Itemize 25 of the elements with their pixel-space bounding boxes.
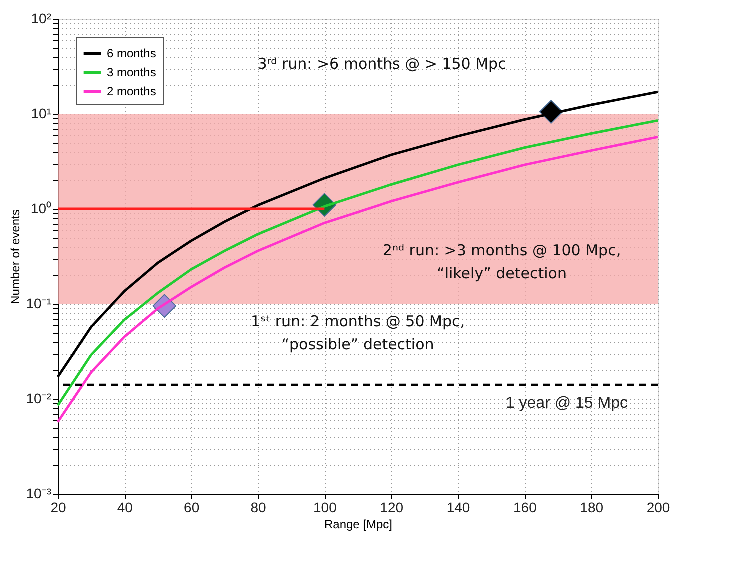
x-tick-label: 120 [380, 500, 404, 516]
x-tick-label: 40 [117, 500, 134, 516]
x-tick-label: 200 [646, 500, 670, 516]
x-tick-label: 100 [313, 500, 338, 516]
y-tick-label: 10⁰ [30, 200, 52, 216]
y-tick-label: 10⁻³ [26, 486, 52, 502]
y-tick-label: 10¹ [31, 106, 52, 122]
x-tick-label: 80 [250, 500, 266, 516]
x-tick-label: 60 [184, 500, 200, 516]
legend-label: 2 months [107, 84, 156, 98]
x-tick-label: 20 [50, 500, 66, 516]
legend-label: 6 months [107, 46, 156, 60]
x-tick-label: 180 [580, 500, 604, 516]
x-tick-label: 140 [446, 500, 470, 516]
y-tick-label: 10⁻¹ [26, 296, 52, 312]
legend-label: 3 months [107, 66, 156, 80]
y-tick-label: 10⁻² [26, 390, 52, 406]
x-axis-title: Range [Mpc] [324, 518, 393, 532]
annotation: 3ʳᵈ run: >6 months @ > 150 Mpc [258, 55, 506, 74]
x-tick-label: 160 [513, 500, 538, 516]
y-tick-label: 10² [31, 10, 52, 26]
y-axis-title: Number of events [8, 210, 22, 304]
ref-line-label: 1 year @ 15 Mpc [506, 395, 628, 412]
annotation: 2ⁿᵈ run: >3 months @ 100 Mpc, “likely” detection [382, 241, 622, 282]
annotation: 1ˢᵗ run: 2 months @ 50 Mpc, “possible” detection [250, 312, 466, 354]
